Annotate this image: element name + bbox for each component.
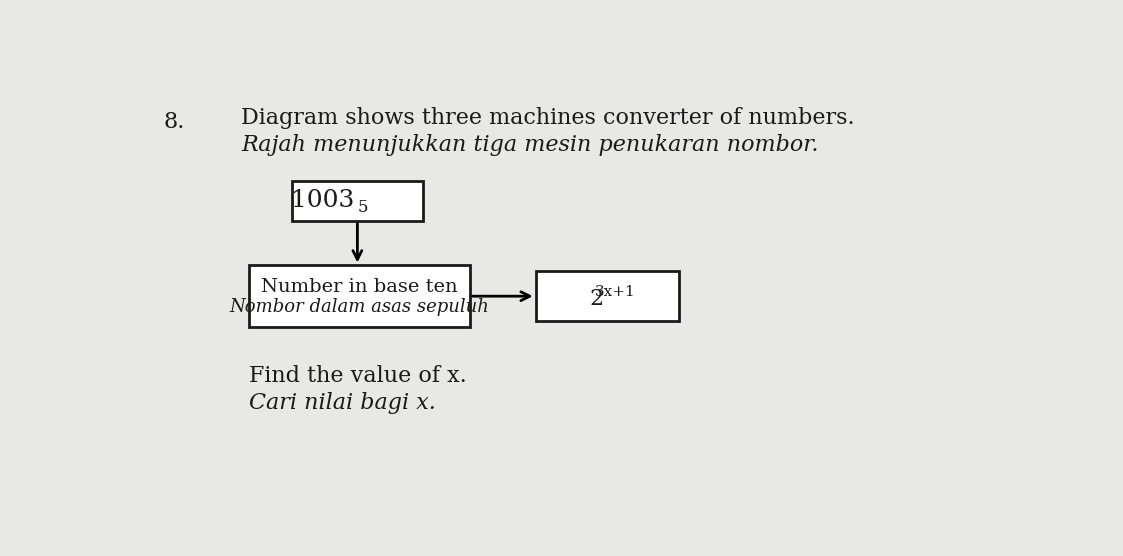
Text: Nombor dalam asas sepuluh: Nombor dalam asas sepuluh [229, 298, 490, 316]
Text: 5: 5 [358, 199, 368, 216]
Text: 8.: 8. [164, 111, 185, 133]
Text: Find the value of x.: Find the value of x. [249, 365, 467, 388]
Bar [249, 265, 469, 327]
Text: Rajah menunjukkan tiga mesin penukaran nombor.: Rajah menunjukkan tiga mesin penukaran n… [241, 135, 819, 156]
Text: 2: 2 [590, 288, 603, 310]
Text: 3x+1: 3x+1 [595, 285, 636, 299]
Text: Number in base ten: Number in base ten [261, 278, 458, 296]
Bar [536, 271, 679, 321]
Text: Diagram shows three machines converter of numbers.: Diagram shows three machines converter o… [241, 107, 855, 129]
Bar [292, 181, 423, 221]
Text: Cari nilai bagi x.: Cari nilai bagi x. [249, 391, 436, 414]
Text: 1003: 1003 [291, 189, 354, 212]
